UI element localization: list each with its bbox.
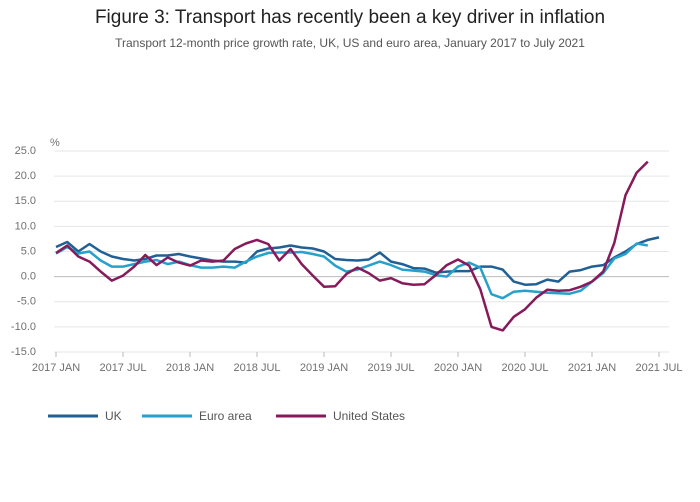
x-tick-label: 2021 JUL [635, 362, 682, 374]
x-tick-label: 2018 JAN [166, 362, 214, 374]
legend-label: United States [333, 409, 405, 423]
x-tick-label: 2017 JUL [99, 362, 146, 374]
x-tick-label: 2021 JAN [568, 362, 616, 374]
series-line [55, 160, 649, 332]
x-tick-label: 2020 JUL [501, 362, 548, 374]
y-tick-label: 25.0 [15, 145, 36, 157]
x-tick-label: 2020 JAN [434, 362, 482, 374]
y-tick-label: -10.0 [11, 321, 36, 333]
legend-label: UK [105, 409, 122, 423]
x-tick-label: 2019 JUL [367, 362, 414, 374]
y-tick-label: 20.0 [15, 170, 36, 182]
x-tick-label: 2018 JUL [233, 362, 280, 374]
legend-label: Euro area [199, 409, 252, 423]
chart-title: Figure 3: Transport has recently been a … [95, 7, 605, 28]
y-tick-label: -15.0 [11, 346, 36, 358]
chart-subtitle: Transport 12-month price growth rate, UK… [115, 36, 585, 50]
y-tick-label: 5.0 [21, 245, 36, 257]
y-tick-label: -5.0 [17, 296, 36, 308]
x-tick-label: 2017 JAN [32, 362, 80, 374]
y-unit: % [50, 137, 60, 149]
y-tick-label: 0.0 [21, 271, 36, 283]
series-line [55, 236, 660, 286]
y-tick-label: 15.0 [15, 195, 36, 207]
x-tick-label: 2019 JAN [300, 362, 348, 374]
y-tick-label: 10.0 [15, 220, 36, 232]
